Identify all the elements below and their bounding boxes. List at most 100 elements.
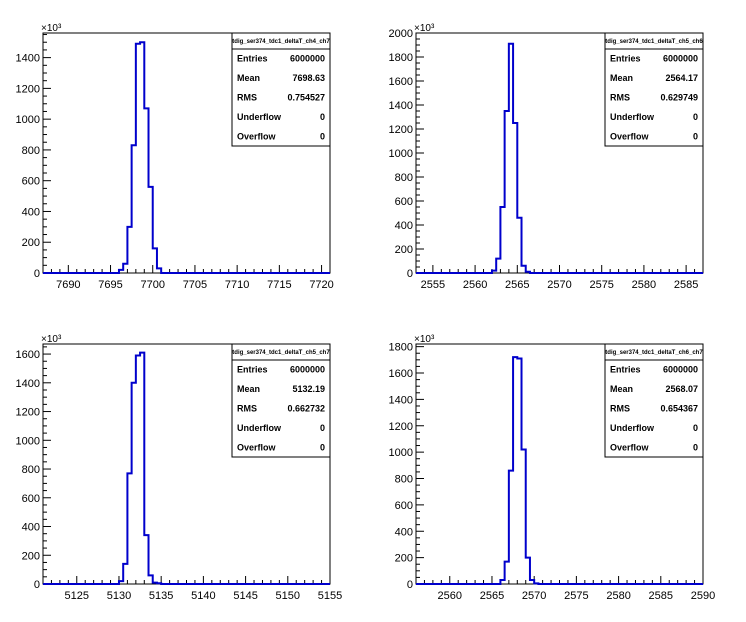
y-exponent-label: ×10³: [414, 23, 435, 34]
y-tick-label: 1000: [16, 435, 40, 447]
y-tick-label: 600: [395, 500, 413, 512]
x-tick-label: 7705: [183, 279, 207, 291]
y-tick-label: 1400: [16, 378, 40, 390]
y-tick-label: 1200: [389, 124, 413, 136]
y-tick-label: 200: [395, 553, 413, 565]
y-tick-label: 0: [34, 268, 40, 280]
stats-label: Underflow: [610, 423, 655, 433]
stats-value: 0: [320, 442, 325, 452]
histogram-panel-3: 5125 5130 5135 5140 5145 5150 5155 0 200 400 600 80…: [16, 334, 343, 602]
stats-box: tdig_ser374_tdc1_deltaT_ch5_ch7 Entries 60…: [231, 343, 331, 458]
y-exponent-label: ×10³: [41, 23, 62, 34]
stats-box-frame: [604, 343, 704, 458]
histogram-panel-2: 2555 2560 2565 2570 2575 2580 2585 0 200 400 600 80…: [389, 23, 704, 291]
stats-label: RMS: [237, 404, 257, 414]
stats-label: Overflow: [237, 131, 277, 141]
y-exponent-label: ×10³: [414, 334, 435, 345]
x-tick-label: 5145: [233, 590, 257, 602]
x-tick-label: 2565: [480, 590, 504, 602]
stats-box: tdig_ser374_tdc1_deltaT_ch6_ch7 Entries 60…: [604, 343, 704, 458]
y-exponent-label: ×10³: [41, 334, 62, 345]
y-tick-label: 1600: [389, 76, 413, 88]
x-tick-label: 5130: [107, 590, 131, 602]
y-tick-label: 600: [22, 493, 40, 505]
stats-value: 0.629749: [660, 93, 698, 103]
x-tick-label: 2580: [606, 590, 630, 602]
y-tick-label: 800: [22, 464, 40, 476]
x-tick-label: 2575: [564, 590, 588, 602]
stats-value: 2564.17: [665, 73, 698, 83]
y-tick-label: 800: [395, 474, 413, 486]
x-tick-label: 7690: [56, 279, 80, 291]
y-tick-label: 0: [407, 268, 413, 280]
stats-value: 0: [693, 442, 698, 452]
stats-label: Underflow: [237, 423, 282, 433]
y-tick-label: 0: [407, 579, 413, 591]
stats-value: 0.754527: [287, 93, 325, 103]
y-tick-label: 600: [395, 196, 413, 208]
stats-value: 0: [693, 131, 698, 141]
histogram-panel-4: 2560 2565 2570 2575 2580 2585 2590 0 200 400 600 80…: [389, 334, 716, 602]
y-tick-label: 400: [395, 220, 413, 232]
x-tick-label: 2560: [438, 590, 462, 602]
stats-value: 0: [693, 423, 698, 433]
y-tick-label: 1800: [389, 342, 413, 354]
y-tick-label: 1600: [16, 349, 40, 361]
y-tick-label: 600: [22, 176, 40, 188]
y-tick-label: 400: [22, 522, 40, 534]
stats-value: 6000000: [290, 54, 325, 64]
y-tick-label: 800: [22, 145, 40, 157]
y-tick-label: 1800: [389, 52, 413, 64]
y-tick-label: 1400: [389, 100, 413, 112]
y-tick-label: 0: [34, 579, 40, 591]
stats-label: Mean: [237, 384, 260, 394]
y-tick-label: 1200: [16, 407, 40, 419]
x-tick-label: 2560: [463, 279, 487, 291]
stats-label: Entries: [237, 54, 268, 64]
stats-label: Overflow: [237, 442, 277, 452]
x-tick-label: 2565: [505, 279, 529, 291]
y-tick-label: 200: [22, 550, 40, 562]
x-tick-label: 7700: [140, 279, 164, 291]
y-tick-label: 1600: [389, 368, 413, 380]
stats-title: tdig_ser374_tdc1_deltaT_ch5_ch7: [232, 350, 330, 356]
histogram-panel-1: 7690 7695 7700 7705 7710 7715 7720 0 200 400 600 80…: [16, 23, 334, 291]
y-tick-label: 400: [22, 206, 40, 218]
stats-title: tdig_ser374_tdc1_deltaT_ch4_ch7: [232, 39, 330, 45]
y-tick-label: 1200: [16, 83, 40, 95]
y-tick-label: 1000: [16, 114, 40, 126]
x-tick-label: 2575: [589, 279, 613, 291]
x-tick-label: 2585: [649, 590, 673, 602]
y-tick-label: 200: [22, 237, 40, 249]
stats-label: RMS: [610, 404, 630, 414]
stats-label: Mean: [610, 73, 633, 83]
stats-value: 0: [320, 131, 325, 141]
x-tick-label: 2555: [421, 279, 445, 291]
y-tick-label: 2000: [389, 28, 413, 40]
stats-label: Mean: [237, 73, 260, 83]
x-tick-label: 5140: [191, 590, 215, 602]
x-tick-label: 5150: [276, 590, 300, 602]
y-tick-label: 1000: [389, 447, 413, 459]
stats-value: 6000000: [663, 54, 698, 64]
stats-value: 5132.19: [292, 384, 325, 394]
x-tick-label: 7695: [98, 279, 122, 291]
stats-value: 2568.07: [665, 384, 698, 394]
stats-label: RMS: [237, 93, 257, 103]
y-tick-label: 1400: [389, 394, 413, 406]
stats-label: Entries: [610, 365, 641, 375]
stats-label: Entries: [610, 54, 641, 64]
y-tick-label: 800: [395, 172, 413, 184]
stats-value: 0: [693, 112, 698, 122]
x-tick-label: 2590: [691, 590, 715, 602]
stats-value: 0.654367: [660, 404, 698, 414]
y-tick-label: 1400: [16, 53, 40, 65]
stats-label: Entries: [237, 365, 268, 375]
stats-box: tdig_ser374_tdc1_deltaT_ch4_ch7 Entries 60…: [231, 32, 331, 147]
x-tick-label: 2585: [674, 279, 698, 291]
stats-value: 0.662732: [287, 404, 325, 414]
x-tick-label: 7720: [309, 279, 333, 291]
stats-label: Mean: [610, 384, 633, 394]
